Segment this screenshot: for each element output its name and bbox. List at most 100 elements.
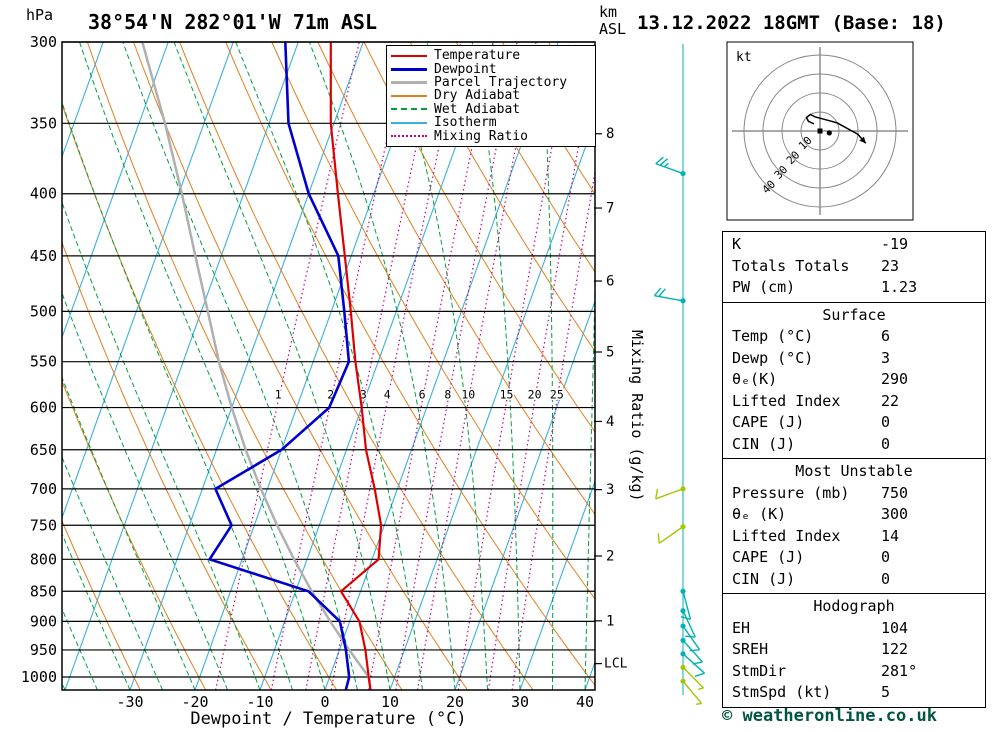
pressure-tick-label: 500 — [30, 302, 57, 320]
pressure-tick-label: 600 — [30, 399, 57, 417]
legend-item: Isotherm — [391, 115, 593, 131]
wind-barb — [653, 287, 686, 304]
stats-row: Totals Totals 23 — [723, 256, 985, 278]
km-tick-label: 6 — [606, 274, 614, 290]
temp-tick-label: 30 — [511, 693, 529, 711]
lcl-label: LCL — [604, 657, 628, 672]
temp-tick-label: -20 — [181, 693, 208, 711]
legend-line-sample — [391, 80, 427, 84]
legend-item: Temperature — [391, 48, 593, 64]
stats-section-header: Hodograph — [813, 597, 895, 615]
stats-section-header: Most Unstable — [795, 462, 913, 480]
stats-section: Most Unstable Pressure (mb) 750 θₑ (K) 300 Li… — [723, 458, 985, 593]
background-grid — [62, 42, 595, 690]
hodograph-origin-marker — [817, 128, 823, 134]
stats-value: 22 — [881, 391, 900, 410]
mixing-ratio-value-label: 4 — [384, 387, 391, 401]
legend-line-sample — [391, 67, 427, 71]
pressure-tick-label: 650 — [30, 441, 57, 459]
wind-barb — [680, 678, 703, 706]
legend-item-label: Dewpoint — [434, 61, 497, 77]
stats-row: Dewp (°C) 3 — [723, 348, 985, 370]
hodograph-trace-arrowhead — [859, 136, 866, 144]
legend-item-label: Mixing Ratio — [434, 128, 528, 144]
copyright-label: © weatheronline.co.uk — [722, 706, 937, 726]
pressure-tick-label: 850 — [30, 582, 57, 600]
hodograph-unit-label: kt — [736, 50, 752, 65]
legend-line-sample — [391, 94, 427, 97]
dewpoint-curve — [208, 42, 351, 690]
stats-value: 300 — [881, 505, 909, 523]
mixing-ratio-value-label: 8 — [444, 387, 451, 401]
mixing-ratio-value-label: 15 — [500, 387, 514, 401]
pressure-tick-label: 950 — [30, 641, 57, 659]
pressure-tick-label: 1000 — [21, 668, 57, 686]
pressure-tick-label: 400 — [30, 185, 57, 203]
stats-value: -19 — [881, 235, 909, 253]
station-title: 38°54'N 282°01'W 71m ASL — [88, 10, 377, 34]
stats-value: 290 — [881, 370, 909, 388]
km-tick-label: 1 — [606, 613, 614, 629]
stats-label: PW (cm) — [732, 278, 796, 296]
stats-value: 6 — [881, 327, 891, 345]
mixing-ratio-labels: 1 2 3 4 6 8 10 15 20 25 — [273, 386, 565, 403]
pressure-tick-label: 800 — [30, 550, 57, 568]
legend-item-label: Dry Adiabat — [434, 88, 521, 104]
legend-item: Wet Adiabat — [391, 101, 593, 117]
plot-frame — [61, 41, 596, 691]
stats-section: K -19 Totals Totals 23 PW (cm) 1.23 — [723, 232, 985, 302]
stats-row: θₑ (K) 300 — [723, 504, 985, 526]
stats-value: 14 — [881, 526, 900, 545]
mixing-ratio-value-label: 1 — [275, 387, 282, 401]
mixing-ratio-value-label: 3 — [360, 387, 367, 401]
stats-row: K -19 — [723, 234, 985, 256]
stats-section-header: Surface — [822, 305, 886, 324]
legend-item-label: Wet Adiabat — [434, 101, 521, 117]
pressure-tick-label: 550 — [30, 353, 57, 371]
stats-value: 0 — [881, 569, 891, 588]
km-label: km — [599, 3, 618, 21]
wind-staff — [653, 44, 706, 706]
mixing-ratio-value-label: 2 — [327, 387, 334, 401]
height-axis-unit-label: km ASL — [599, 4, 626, 38]
temp-tick-label: 10 — [381, 693, 399, 711]
stats-section: Hodograph EH 104 SREH 122 StmDir 281° StmSpd (k… — [723, 593, 985, 707]
stats-value: 104 — [881, 618, 909, 637]
stats-row: θₑ(K) 290 — [723, 369, 985, 391]
stats-label: SREH — [732, 640, 769, 658]
hodograph-ring — [781, 92, 859, 170]
km-axis: 1 2 3 4 5 6 7 8 LCL — [594, 126, 628, 672]
stats-label: Totals Totals — [732, 256, 850, 275]
asl-label: ASL — [599, 20, 627, 38]
stats-value: 3 — [881, 348, 891, 367]
mixing-ratio-grid — [215, 42, 595, 690]
stats-label: CIN (J) — [732, 434, 796, 453]
mixing-ratio-value-label: 6 — [419, 387, 426, 401]
hodograph-ring — [762, 73, 878, 189]
x-axis-label: Dewpoint / Temperature (°C) — [190, 709, 466, 729]
legend-item-label: Temperature — [434, 48, 521, 64]
stats-label: Lifted Index — [732, 526, 841, 545]
km-tick-label: 5 — [606, 344, 614, 360]
legend-item: Parcel Trajectory — [391, 74, 593, 90]
stats-label: EH — [732, 618, 751, 637]
stats-label: Temp (°C) — [732, 327, 814, 345]
mixing-ratio-value-label: 20 — [528, 387, 542, 401]
stats-row: CIN (J) 0 — [723, 569, 985, 591]
stats-value: 0 — [881, 434, 891, 453]
stats-value: 281° — [881, 661, 918, 680]
stats-label: Lifted Index — [732, 391, 841, 410]
temp-tick-label: -10 — [246, 693, 273, 711]
stats-row: Lifted Index 14 — [723, 526, 985, 548]
km-tick-label: 3 — [606, 482, 614, 498]
hodograph-ring — [800, 111, 840, 151]
mixing-ratio-value-label: 25 — [550, 387, 564, 401]
stats-row: Temp (°C) 6 — [723, 326, 985, 348]
stats-row: CIN (J) 0 — [723, 434, 985, 456]
stats-label: θₑ(K) — [732, 370, 778, 388]
legend-item-label: Isotherm — [434, 115, 497, 131]
pressure-tick-label: 300 — [30, 33, 57, 51]
run-datetime-label: 13.12.2022 18GMT (Base: 18) — [637, 12, 946, 34]
legend-item-label: Parcel Trajectory — [434, 74, 568, 90]
